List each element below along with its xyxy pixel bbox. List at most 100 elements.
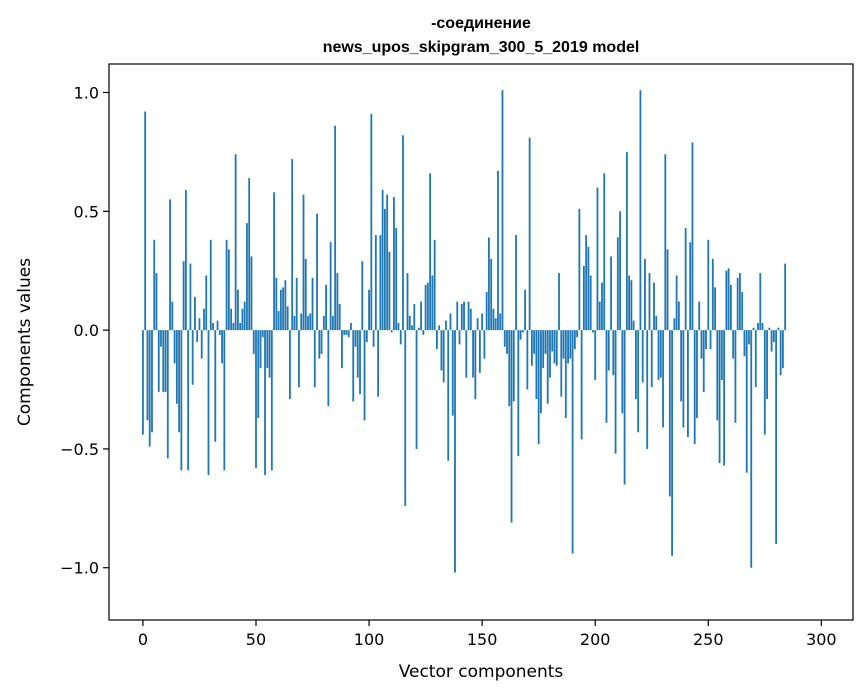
bar-156: [494, 318, 497, 331]
bar-123: [420, 301, 422, 331]
bar-154: [490, 258, 493, 331]
bar-138: [454, 330, 456, 573]
bar-115: [402, 135, 404, 331]
bar-181: [551, 330, 554, 352]
bar-212: [621, 330, 624, 414]
bar-225: [650, 330, 653, 388]
bar-198: [589, 275, 592, 331]
bar-128: [431, 275, 434, 331]
bar-127: [429, 173, 432, 331]
bar-35: [221, 330, 223, 364]
bar-124: [422, 330, 425, 335]
bar-150: [481, 313, 484, 331]
bar-56: [268, 330, 271, 378]
bar-76: [313, 330, 316, 388]
bar-274: [761, 322, 764, 331]
bar-260: [729, 284, 732, 331]
bar-7: [157, 330, 160, 392]
bar-49: [252, 330, 255, 354]
bar-248: [702, 330, 705, 392]
bar-270: [752, 327, 755, 331]
bar-75: [311, 277, 314, 331]
bar-77: [316, 213, 318, 331]
bar-107: [383, 208, 386, 331]
bar-134: [445, 320, 447, 331]
bar-32: [214, 330, 217, 442]
bar-142: [463, 301, 465, 331]
y-tick-label: −1.0: [60, 559, 99, 578]
bar-278: [770, 330, 773, 352]
bar-180: [549, 330, 551, 378]
bar-160: [503, 330, 506, 347]
bar-45: [243, 301, 246, 331]
bar-204: [603, 173, 606, 331]
bar-111: [393, 197, 395, 331]
bar-79: [320, 330, 323, 354]
bar-258: [725, 270, 728, 331]
bar-24: [196, 330, 199, 342]
bar-178: [544, 330, 547, 354]
bar-51: [257, 330, 260, 419]
bar-211: [619, 211, 621, 331]
bar-137: [451, 330, 454, 416]
bar-244: [693, 330, 696, 445]
x-tick-label: 100: [354, 630, 385, 649]
bar-86: [336, 273, 339, 331]
bar-155: [492, 308, 495, 331]
bar-158: [499, 313, 502, 331]
bar-162: [508, 330, 511, 407]
bar-8: [160, 330, 162, 347]
bar-266: [743, 330, 746, 357]
bar-161: [506, 330, 508, 354]
bar-188: [567, 330, 569, 364]
bar-30: [209, 239, 212, 331]
bar-100: [368, 289, 370, 331]
bar-129: [433, 239, 436, 331]
bar-238: [680, 330, 683, 402]
bar-228: [657, 330, 660, 381]
bar-133: [442, 330, 445, 383]
bar-109: [388, 251, 391, 331]
bar-63: [284, 280, 287, 331]
bar-283: [781, 330, 784, 369]
y-tick-label: 1.0: [74, 84, 99, 103]
x-tick-label: 0: [138, 630, 148, 649]
bar-1: [144, 111, 147, 331]
bar-62: [282, 287, 285, 331]
bar-6: [155, 273, 158, 331]
bar-95: [356, 330, 359, 378]
bar-195: [582, 265, 585, 331]
bar-183: [555, 330, 558, 366]
bar-245: [696, 330, 698, 419]
bar-58: [273, 192, 275, 331]
bar-262: [734, 330, 737, 423]
bar-222: [644, 258, 646, 331]
bar-38: [227, 249, 230, 331]
bar-193: [578, 208, 581, 331]
bar-189: [569, 330, 572, 359]
bar-57: [270, 330, 273, 471]
bar-233: [668, 330, 671, 497]
bar-149: [478, 330, 481, 373]
bar-179: [546, 330, 549, 404]
bar-104: [377, 330, 380, 397]
y-tick-label: −0.5: [60, 440, 99, 459]
bar-252: [711, 258, 714, 331]
bar-140: [458, 330, 461, 345]
bar-251: [709, 330, 712, 350]
bar-0: [142, 330, 144, 435]
x-axis-ticks: 0 50 100 150 200 250 300: [138, 620, 837, 649]
bar-120: [413, 303, 416, 331]
bar-184: [558, 273, 560, 331]
bar-43: [239, 322, 242, 331]
bar-4: [151, 330, 153, 433]
bar-33: [216, 320, 219, 331]
bar-213: [623, 330, 626, 485]
bar-259: [727, 268, 730, 331]
bar-172: [530, 330, 533, 366]
bar-219: [637, 330, 640, 433]
y-tick-label: 0.0: [74, 321, 99, 340]
bar-74: [309, 313, 312, 331]
bar-159: [501, 90, 504, 331]
bar-253: [714, 287, 716, 331]
